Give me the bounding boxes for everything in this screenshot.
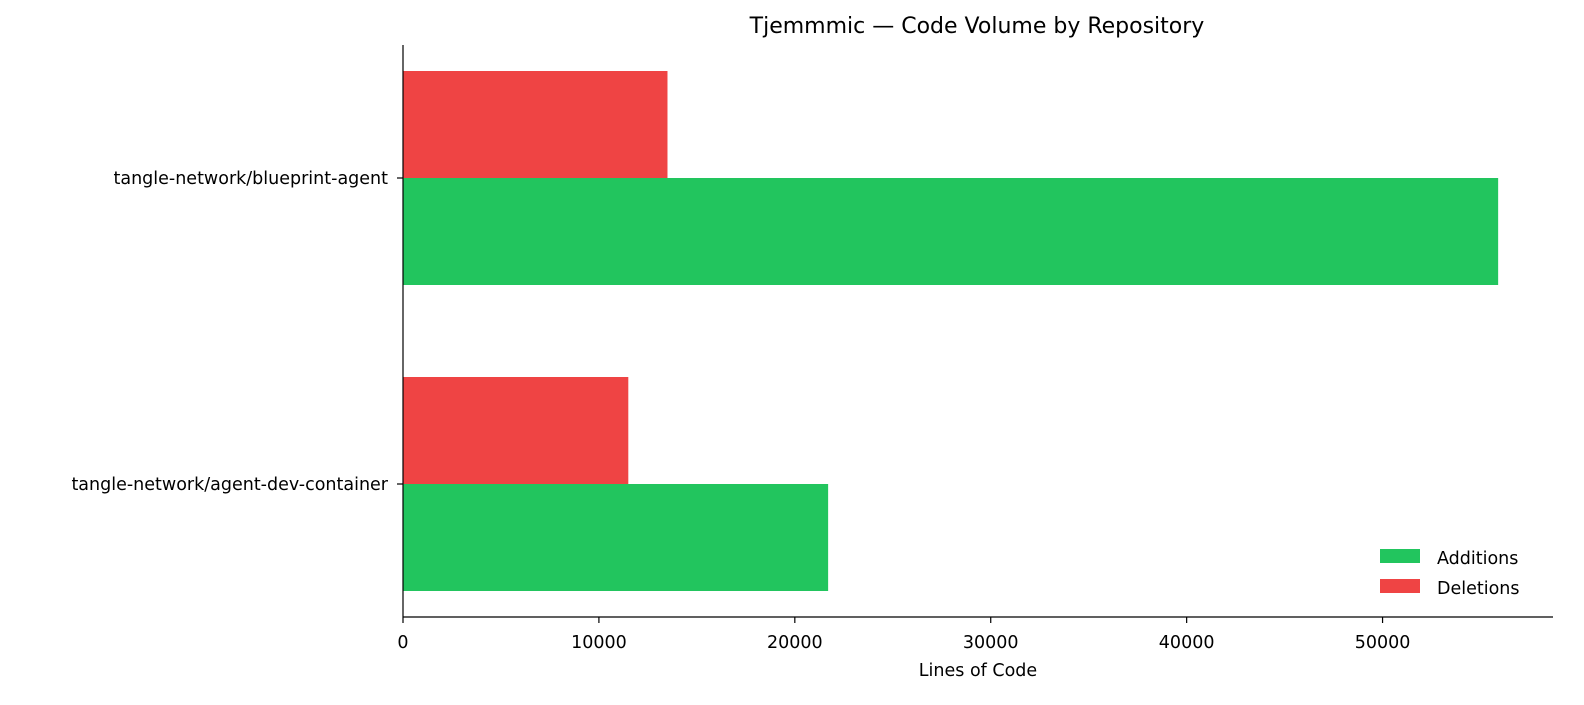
x-tick-label: 20000 — [767, 633, 823, 653]
legend: Additions Deletions — [1380, 549, 1520, 599]
bar-deletions-1 — [403, 377, 629, 484]
x-tick-label: 30000 — [963, 633, 1019, 653]
x-tick-label: 0 — [397, 633, 408, 653]
legend-label-additions: Additions — [1437, 549, 1518, 569]
x-axis-label: Lines of Code — [919, 661, 1037, 681]
y-tick-label: tangle-network/agent-dev-container — [71, 475, 388, 495]
axes-layer — [402, 45, 1553, 618]
x-tick-label: 10000 — [571, 633, 627, 653]
bar-additions-0 — [403, 178, 1499, 285]
bars-layer — [403, 71, 1499, 591]
chart-title: Tjemmmic — Code Volume by Repository — [749, 14, 1205, 39]
y-ticks-layer: tangle-network/blueprint-agent tangle-net… — [71, 169, 403, 495]
x-tick-label: 40000 — [1159, 633, 1215, 653]
x-ticks-layer: 0 10000 20000 30000 40000 50000 — [397, 617, 1410, 653]
x-tick-label: 50000 — [1355, 633, 1411, 653]
bar-additions-1 — [403, 484, 829, 591]
y-tick-label: tangle-network/blueprint-agent — [113, 169, 388, 189]
bar-deletions-0 — [403, 71, 668, 178]
legend-swatch-additions — [1380, 549, 1420, 563]
legend-swatch-deletions — [1380, 579, 1420, 593]
legend-label-deletions: Deletions — [1437, 579, 1520, 599]
